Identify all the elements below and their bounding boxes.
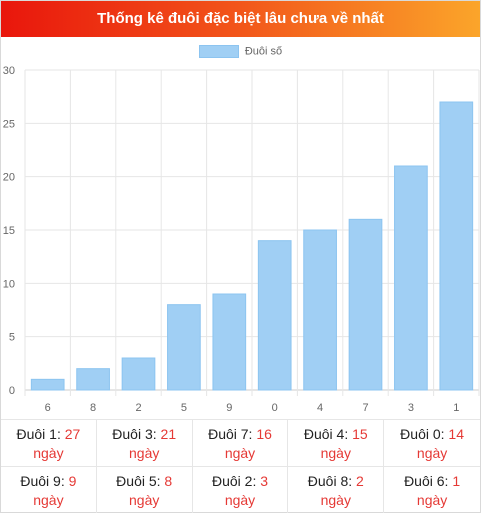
bar[interactable] — [76, 368, 110, 391]
stat-value: 14 — [448, 426, 464, 442]
x-tick-label: 1 — [453, 402, 459, 414]
stat-cell: Đuôi 2: 3 ngày — [192, 466, 289, 513]
stat-unit: ngày — [416, 445, 448, 461]
x-tick-label: 7 — [362, 402, 368, 414]
stat-value: 21 — [160, 426, 177, 442]
y-tick-label: 20 — [3, 172, 15, 184]
stat-cell: Đuôi 5: 8 ngày — [96, 466, 193, 513]
x-tick-label: 3 — [408, 402, 414, 414]
stat-value: 2 — [356, 473, 364, 489]
stat-value: 9 — [68, 473, 77, 489]
stat-label: Đuôi 3: — [112, 426, 157, 442]
legend-swatch — [198, 45, 239, 58]
stat-label: Đuôi 0: — [400, 426, 445, 442]
stat-cell: Đuôi 8: 2 ngày — [288, 466, 385, 513]
chart-header: Thống kê đuôi đặc biệt lâu chưa về nhất — [1, 1, 480, 37]
y-tick-label: 25 — [3, 118, 15, 130]
chart-legend[interactable]: Đuôi số — [1, 45, 480, 58]
stat-cell: Đuôi 0: 14 ngày — [384, 419, 480, 466]
stat-label: Đuôi 4: — [303, 426, 349, 442]
stat-value: 1 — [452, 473, 461, 489]
y-tick-label: 10 — [3, 278, 15, 290]
stat-label: Đuôi 6: — [404, 473, 449, 489]
stat-cell: Đuôi 6: 1 ngày — [384, 466, 480, 513]
stat-unit: ngày — [129, 445, 160, 461]
stat-unit: ngày — [224, 492, 256, 508]
y-tick-label: 5 — [9, 332, 15, 344]
stat-label: Đuôi 9: — [20, 473, 65, 489]
bar[interactable] — [394, 165, 428, 391]
stat-cell: Đuôi 9: 9 ngày — [1, 466, 97, 513]
stat-cell: Đuôi 4: 15 ngày — [288, 419, 385, 466]
stat-cell: Đuôi 7: 16 ngày — [192, 419, 289, 466]
x-tick-label: 0 — [272, 402, 278, 414]
y-tick-label: 30 — [3, 65, 15, 77]
legend-label: Đuôi số — [244, 45, 283, 58]
stat-value: 8 — [164, 473, 173, 489]
stat-unit: ngày — [33, 492, 64, 508]
stat-label: Đuôi 1: — [16, 426, 61, 442]
stat-label: Đuôi 5: — [116, 473, 161, 489]
y-tick-label: 0 — [9, 385, 15, 397]
bar[interactable] — [348, 218, 383, 391]
stat-unit: ngày — [224, 445, 256, 461]
x-tick-label: 2 — [135, 402, 141, 414]
stat-label: Đuôi 8: — [307, 473, 353, 489]
bar[interactable] — [167, 304, 201, 391]
bar[interactable] — [439, 101, 474, 391]
stat-unit: ngày — [129, 492, 160, 508]
bar[interactable] — [121, 357, 156, 391]
stat-unit: ngày — [320, 445, 351, 461]
bar[interactable] — [257, 240, 292, 391]
x-tick-label: 4 — [317, 402, 323, 414]
stat-unit: ngày — [33, 445, 64, 461]
grid-lines — [24, 69, 480, 396]
stat-label: Đuôi 2: — [211, 473, 257, 489]
stat-value: 27 — [64, 426, 81, 442]
x-tick-label: 6 — [45, 402, 51, 414]
stat-cell: Đuôi 1: 27 ngày — [1, 419, 97, 466]
bars — [30, 101, 474, 391]
x-tick-label: 8 — [90, 402, 96, 414]
x-tick-label: 9 — [226, 402, 232, 414]
bar[interactable] — [30, 378, 65, 391]
stat-value: 16 — [256, 426, 272, 442]
stat-label: Đuôi 7: — [208, 426, 253, 442]
stat-value: 3 — [260, 473, 269, 489]
bar[interactable] — [212, 293, 247, 391]
stat-cell: Đuôi 3: 21 ngày — [96, 419, 193, 466]
bar[interactable] — [303, 229, 337, 391]
stat-unit: ngày — [320, 492, 351, 508]
stat-value: 15 — [352, 426, 368, 442]
y-tick-label: 15 — [3, 225, 15, 237]
x-tick-label: 5 — [181, 402, 187, 414]
stat-unit: ngày — [416, 492, 448, 508]
stats-grid: Đuôi 1: 27 ngày Đuôi 3: 21 ngày Đuôi 7: 16… — [1, 419, 480, 513]
